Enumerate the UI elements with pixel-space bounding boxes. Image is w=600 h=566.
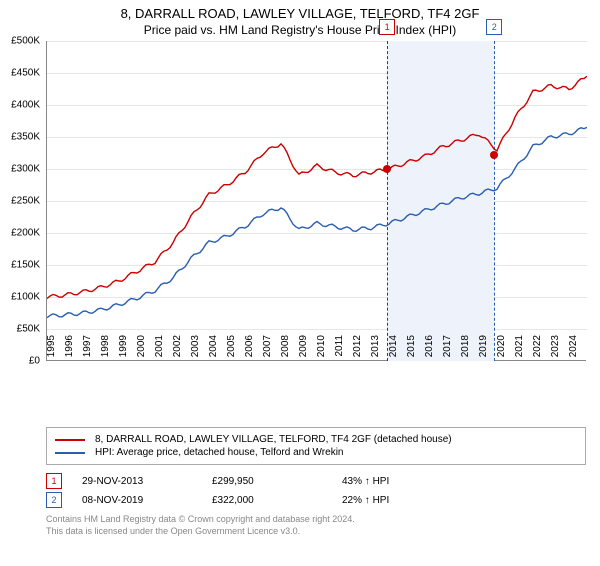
y-axis-label: £500K [0, 36, 40, 47]
y-axis-label: £100K [0, 292, 40, 303]
marker-date: 29-NOV-2013 [82, 476, 212, 487]
x-axis-label: 1997 [82, 335, 93, 365]
x-axis-label: 2004 [208, 335, 219, 365]
x-axis-label: 2009 [298, 335, 309, 365]
x-axis-label: 2008 [280, 335, 291, 365]
y-axis-label: £400K [0, 100, 40, 111]
y-axis-label: £300K [0, 164, 40, 175]
marker-label: 1 [379, 19, 395, 35]
plot-region: 12 [46, 41, 586, 361]
x-axis-label: 2022 [532, 335, 543, 365]
y-axis-label: £150K [0, 260, 40, 271]
footer-line-1: Contains HM Land Registry data © Crown c… [46, 514, 600, 526]
x-axis-label: 2020 [496, 335, 507, 365]
x-axis-label: 1996 [64, 335, 75, 365]
x-axis-label: 2021 [514, 335, 525, 365]
legend-item: 8, DARRALL ROAD, LAWLEY VILLAGE, TELFORD… [55, 434, 577, 445]
chart-title: 8, DARRALL ROAD, LAWLEY VILLAGE, TELFORD… [0, 6, 600, 21]
marker-label: 2 [486, 19, 502, 35]
y-axis-label: £200K [0, 228, 40, 239]
x-axis-label: 1999 [118, 335, 129, 365]
x-axis-label: 2010 [316, 335, 327, 365]
x-axis-label: 2000 [136, 335, 147, 365]
marker-delta: 43% ↑ HPI [342, 476, 472, 487]
x-axis-label: 2013 [370, 335, 381, 365]
marker-price: £322,000 [212, 495, 342, 506]
x-axis-label: 2011 [334, 335, 345, 365]
x-axis-label: 2015 [406, 335, 417, 365]
marker-number: 1 [46, 473, 62, 489]
legend-item: HPI: Average price, detached house, Telf… [55, 447, 577, 458]
y-axis-label: £250K [0, 196, 40, 207]
x-axis-label: 2024 [568, 335, 579, 365]
footer: Contains HM Land Registry data © Crown c… [46, 514, 600, 537]
legend-label: HPI: Average price, detached house, Telf… [95, 447, 344, 458]
x-axis-label: 2012 [352, 335, 363, 365]
legend-swatch [55, 439, 85, 441]
x-axis-label: 2016 [424, 335, 435, 365]
y-axis-label: £450K [0, 68, 40, 79]
x-axis-label: 2007 [262, 335, 273, 365]
legend: 8, DARRALL ROAD, LAWLEY VILLAGE, TELFORD… [46, 427, 586, 465]
x-axis-label: 2018 [460, 335, 471, 365]
marker-delta: 22% ↑ HPI [342, 495, 472, 506]
sale-point [490, 151, 498, 159]
x-axis-label: 2001 [154, 335, 165, 365]
x-axis-label: 2014 [388, 335, 399, 365]
x-axis-label: 2017 [442, 335, 453, 365]
marker-table: 1 29-NOV-2013£299,95043% ↑ HPI 2 08-NOV-201… [46, 473, 586, 508]
y-axis-label: £50K [0, 324, 40, 335]
marker-row: 2 08-NOV-2019£322,00022% ↑ HPI [46, 492, 586, 508]
y-axis-label: £350K [0, 132, 40, 143]
marker-number: 2 [46, 492, 62, 508]
chart-area: 12 £0£50K£100K£150K£200K£250K£300K£350K£… [46, 41, 586, 391]
sale-point [383, 165, 391, 173]
series-line [47, 127, 587, 317]
y-axis-label: £0 [0, 356, 40, 367]
x-axis-label: 2002 [172, 335, 183, 365]
x-axis-label: 1995 [46, 335, 57, 365]
x-axis-label: 2019 [478, 335, 489, 365]
legend-label: 8, DARRALL ROAD, LAWLEY VILLAGE, TELFORD… [95, 434, 452, 445]
series-line [47, 76, 587, 298]
legend-swatch [55, 452, 85, 454]
footer-line-2: This data is licensed under the Open Gov… [46, 526, 600, 538]
chart-subtitle: Price paid vs. HM Land Registry's House … [0, 23, 600, 37]
marker-row: 1 29-NOV-2013£299,95043% ↑ HPI [46, 473, 586, 489]
marker-price: £299,950 [212, 476, 342, 487]
x-axis-label: 2006 [244, 335, 255, 365]
x-axis-label: 2023 [550, 335, 561, 365]
x-axis-label: 2003 [190, 335, 201, 365]
x-axis-label: 2005 [226, 335, 237, 365]
series-svg [47, 41, 587, 361]
marker-date: 08-NOV-2019 [82, 495, 212, 506]
x-axis-label: 1998 [100, 335, 111, 365]
